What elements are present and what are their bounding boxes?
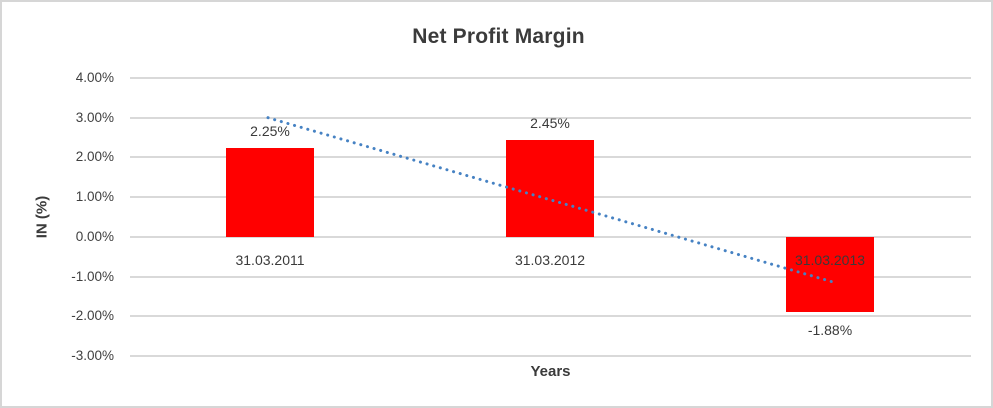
y-axis-tick-label: 1.00% — [75, 189, 114, 205]
gridline — [130, 355, 971, 357]
y-axis-title: IN (%) — [33, 195, 51, 239]
category-label: 31.03.2011 — [235, 251, 305, 268]
data-label: -1.88% — [807, 321, 853, 338]
y-axis-tick-label: 2.00% — [75, 149, 114, 165]
y-axis-tick-label: 0.00% — [75, 228, 114, 244]
data-label: 2.25% — [250, 122, 290, 139]
y-axis-tick-label: 3.00% — [75, 109, 114, 125]
data-label: 2.45% — [530, 114, 570, 131]
category-label: 31.03.2012 — [514, 251, 586, 268]
gridline — [130, 77, 971, 79]
y-axis-tick-label: -3.00% — [71, 348, 114, 363]
chart-title: Net Profit Margin — [412, 25, 585, 48]
y-axis-tick-label: -1.00% — [71, 268, 114, 284]
x-axis-title: Years — [530, 363, 571, 380]
bar-2012 — [506, 139, 594, 237]
y-axis-tick-label: -2.00% — [71, 308, 114, 324]
bar-2013 — [786, 236, 874, 312]
category-label: 31.03.2013 — [794, 251, 866, 268]
y-axis-tick-label: 4.00% — [75, 70, 114, 85]
gridline — [130, 315, 971, 318]
bar-2011 — [226, 147, 314, 237]
